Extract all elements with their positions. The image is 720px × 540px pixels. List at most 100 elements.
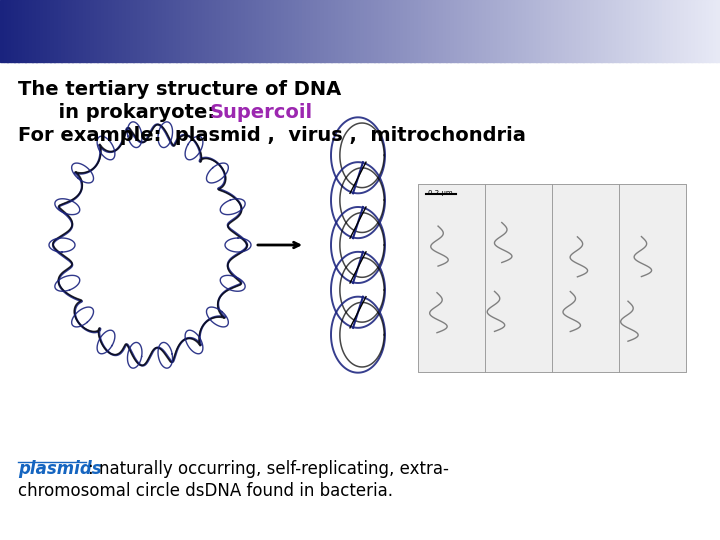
Bar	[324, 0, 328, 62]
Bar	[529, 0, 534, 62]
Bar	[670, 0, 674, 62]
Bar	[173, 0, 177, 62]
Bar	[47, 0, 51, 62]
Bar	[677, 0, 681, 62]
Bar	[630, 0, 634, 62]
Text: in prokaryote:: in prokaryote:	[18, 103, 229, 122]
Bar	[187, 0, 192, 62]
Text: For example:  plasmid ,  virus ,  mitrochondria: For example: plasmid , virus , mitrochon…	[18, 126, 526, 145]
Bar	[29, 0, 33, 62]
Bar	[565, 0, 570, 62]
Bar	[126, 0, 130, 62]
Bar	[68, 0, 73, 62]
Bar	[619, 184, 686, 372]
Bar	[616, 0, 620, 62]
Bar	[205, 0, 210, 62]
Bar	[418, 184, 485, 372]
Bar	[425, 0, 429, 62]
Bar	[356, 0, 361, 62]
Bar	[137, 0, 141, 62]
Bar	[317, 0, 321, 62]
Bar	[198, 0, 202, 62]
Bar	[346, 0, 350, 62]
Bar	[709, 0, 714, 62]
Bar	[601, 0, 606, 62]
Text: Supercoil: Supercoil	[210, 103, 313, 122]
Bar	[598, 0, 602, 62]
Bar	[94, 0, 98, 62]
Bar	[36, 0, 40, 62]
Bar	[32, 0, 37, 62]
Bar	[648, 0, 652, 62]
Bar	[666, 0, 670, 62]
Bar	[158, 0, 163, 62]
Bar	[479, 0, 483, 62]
Bar	[284, 0, 289, 62]
Bar	[608, 0, 613, 62]
Text: 0.2 μm: 0.2 μm	[428, 190, 453, 196]
Bar	[119, 0, 123, 62]
Bar	[443, 0, 447, 62]
Bar	[536, 0, 541, 62]
Bar	[464, 0, 469, 62]
Bar	[716, 0, 720, 62]
Bar	[43, 0, 48, 62]
Bar	[472, 0, 476, 62]
Bar	[392, 0, 397, 62]
Bar	[86, 0, 91, 62]
Bar	[526, 0, 530, 62]
Bar	[482, 0, 487, 62]
Bar	[688, 0, 692, 62]
Bar	[0, 0, 4, 62]
Bar	[83, 0, 87, 62]
Bar	[241, 0, 246, 62]
Bar	[14, 0, 19, 62]
Bar	[403, 0, 408, 62]
Bar	[385, 0, 390, 62]
Bar	[644, 0, 649, 62]
Bar	[166, 0, 170, 62]
Bar	[378, 0, 382, 62]
Bar	[277, 0, 282, 62]
Bar	[256, 0, 260, 62]
Bar	[436, 0, 440, 62]
Bar	[97, 0, 102, 62]
Bar	[418, 0, 422, 62]
Bar	[227, 0, 231, 62]
Bar	[619, 0, 624, 62]
Bar	[594, 0, 598, 62]
Bar	[155, 0, 159, 62]
Bar	[223, 0, 228, 62]
Bar	[248, 0, 253, 62]
Bar	[374, 0, 379, 62]
Bar	[508, 0, 512, 62]
Bar	[673, 0, 678, 62]
Bar	[533, 0, 537, 62]
Bar	[400, 0, 404, 62]
Bar	[389, 0, 393, 62]
Bar	[180, 0, 184, 62]
Bar	[22, 0, 26, 62]
Text: The tertiary structure of DNA: The tertiary structure of DNA	[18, 80, 341, 99]
Bar	[706, 0, 710, 62]
Bar	[691, 0, 696, 62]
Bar	[292, 0, 296, 62]
Bar	[25, 0, 30, 62]
Bar	[90, 0, 94, 62]
Bar	[486, 0, 490, 62]
Bar	[76, 0, 80, 62]
Bar	[328, 0, 332, 62]
Bar	[360, 0, 364, 62]
Bar	[698, 0, 703, 62]
Bar	[695, 0, 699, 62]
Bar	[547, 0, 552, 62]
Bar	[18, 0, 22, 62]
Bar	[623, 0, 627, 62]
Bar	[230, 0, 235, 62]
Bar	[11, 0, 15, 62]
Bar	[551, 0, 555, 62]
Bar	[313, 0, 318, 62]
Bar	[320, 0, 325, 62]
Bar	[148, 0, 152, 62]
Bar	[40, 0, 44, 62]
